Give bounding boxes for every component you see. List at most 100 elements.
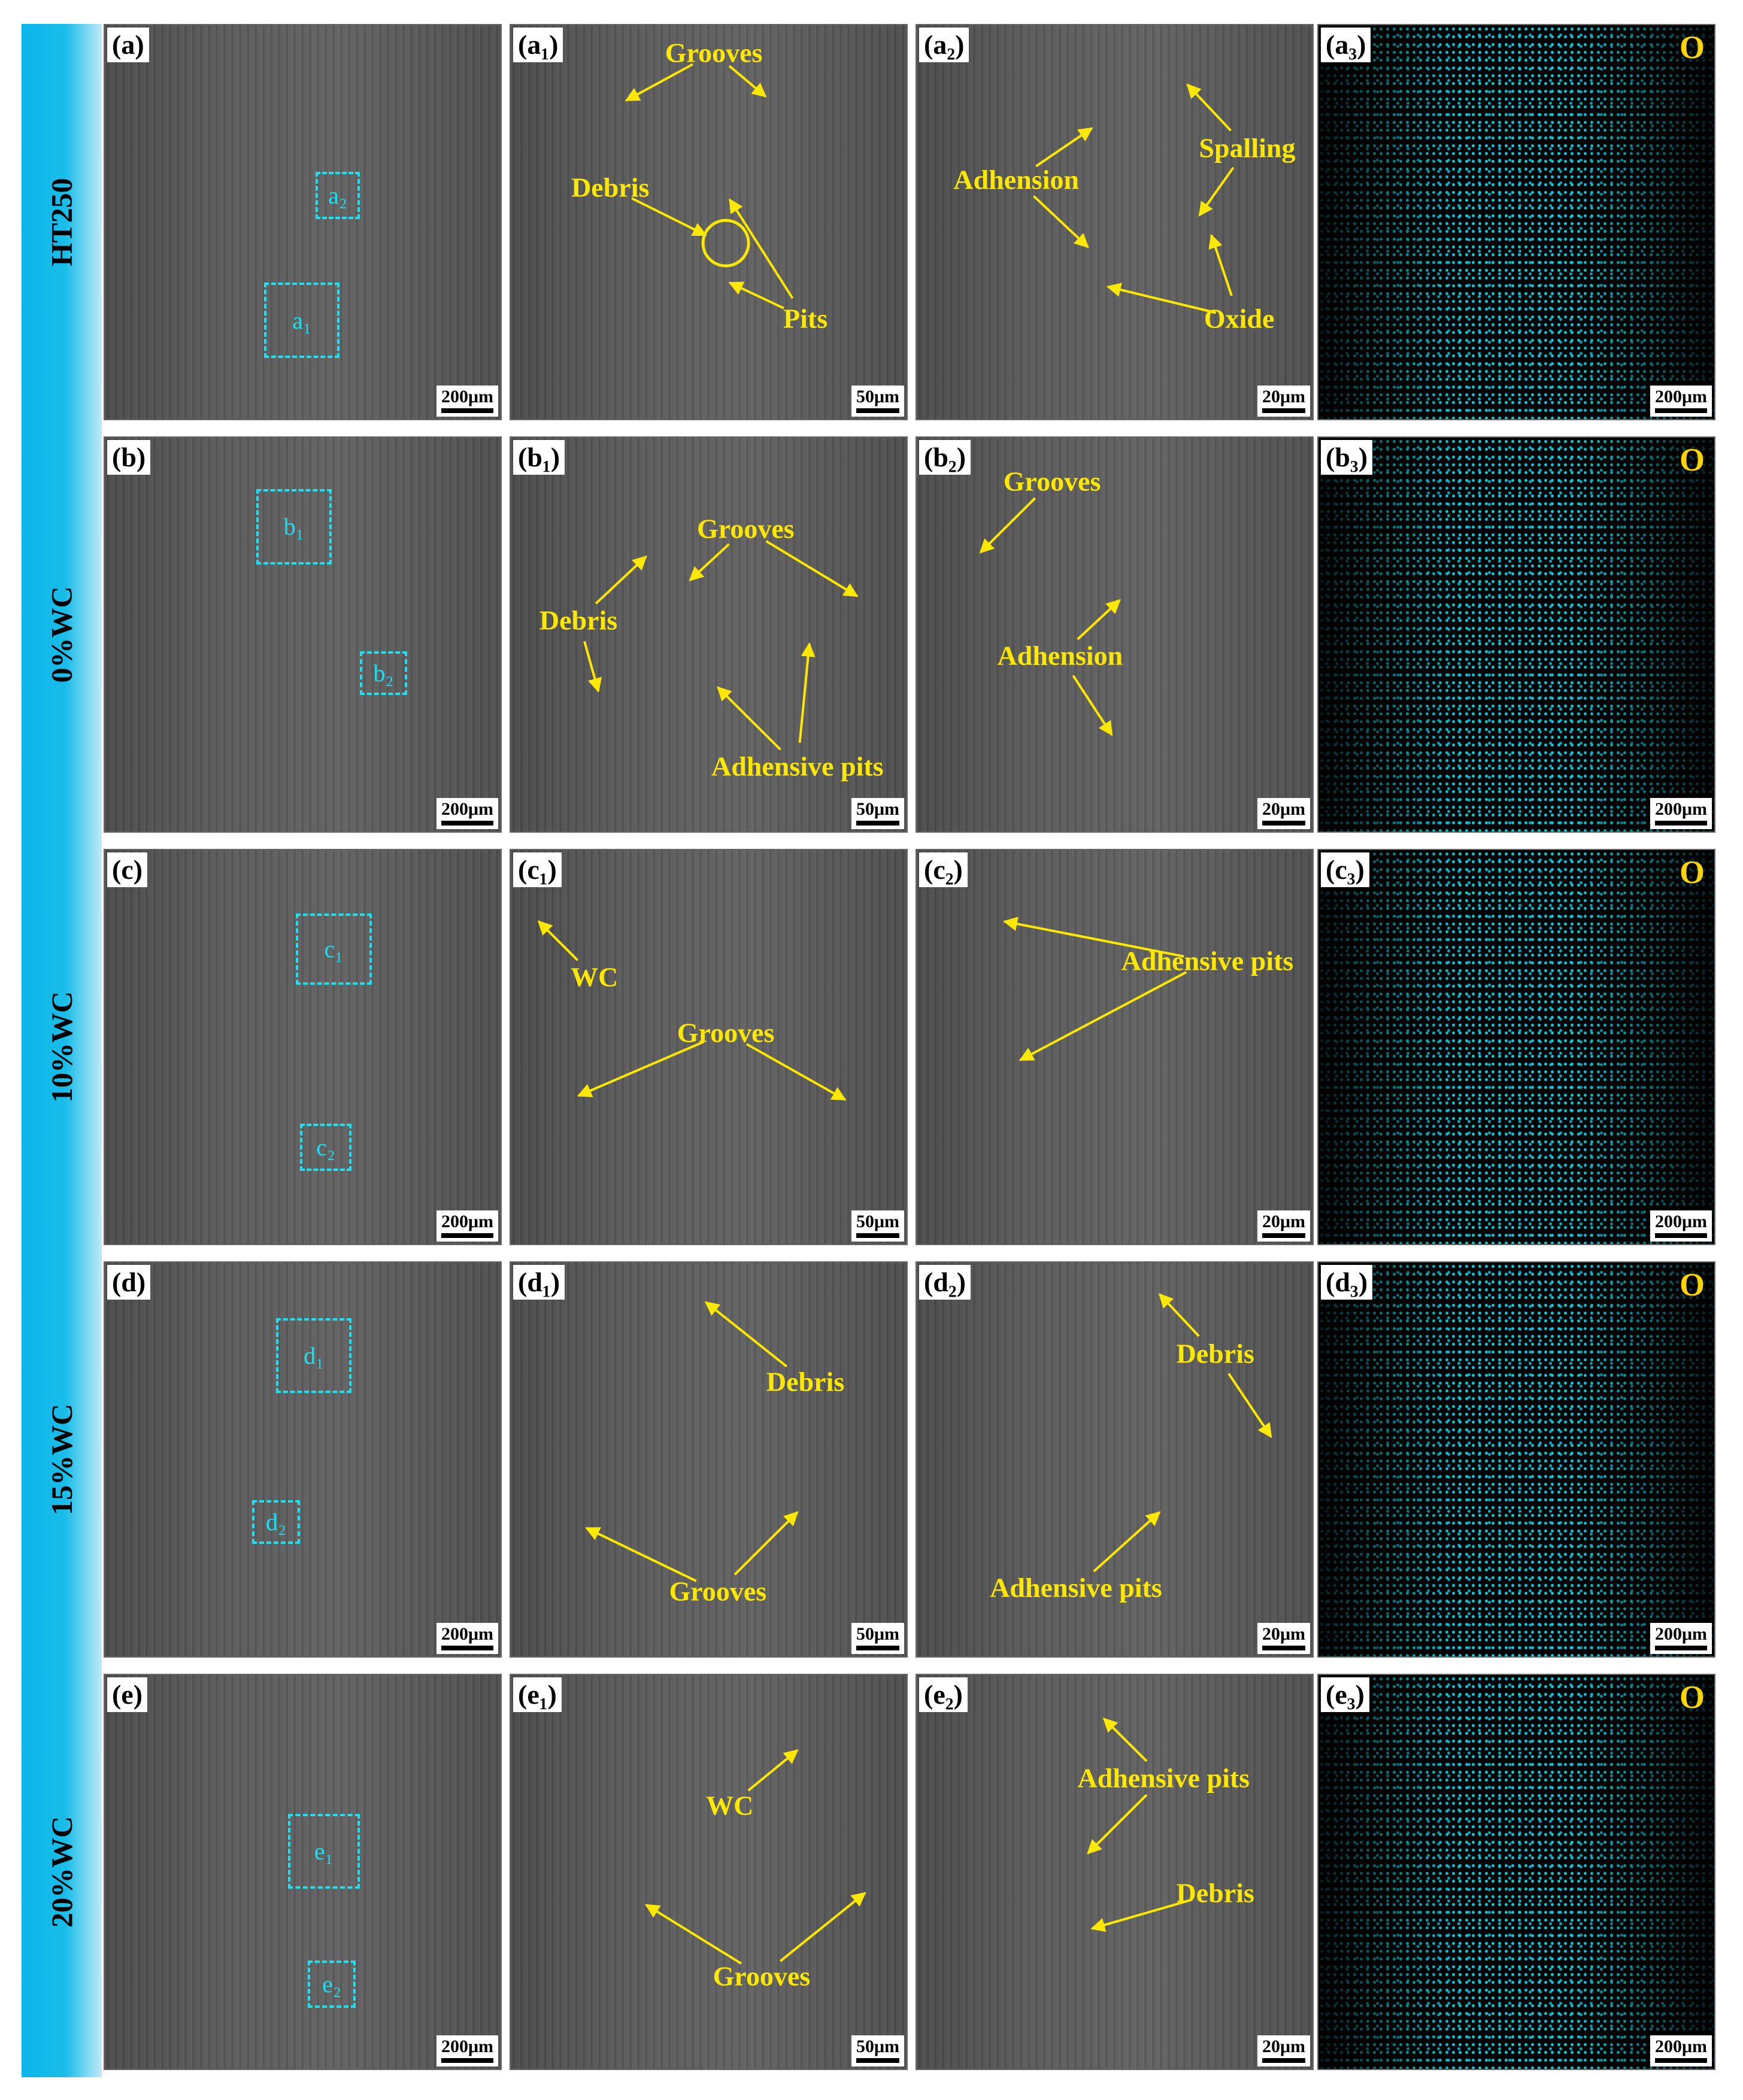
micrograph-panel: b₁ b₂ (b) 200μm <box>104 436 502 833</box>
annotation: Grooves <box>669 1576 767 1607</box>
arrow <box>747 1749 799 1792</box>
arrow <box>631 197 707 236</box>
scale-bar-line <box>856 408 899 413</box>
element-label: O <box>1679 1267 1705 1303</box>
row-label-text: 0%WC <box>45 586 79 683</box>
annotation-layer <box>645 1749 866 1965</box>
row-label: HT250 <box>22 24 102 420</box>
scale-bar-line <box>441 408 493 413</box>
micrograph-panel: Grooves Adhension (b₂) 20μm <box>916 436 1314 833</box>
annotation: Grooves <box>665 37 763 68</box>
scale-bar-text: 200μm <box>441 799 493 819</box>
annotation-layer <box>105 25 502 420</box>
annotation: Adhensive pits <box>1077 1762 1250 1794</box>
scale-bar-text: 200μm <box>441 387 493 406</box>
annotation: Debris <box>766 1366 845 1397</box>
annotation: Adhensive pits <box>990 1572 1162 1603</box>
element-label: O <box>1679 854 1705 890</box>
panel-label: (b₂) <box>919 440 971 475</box>
scale-bar-line <box>1655 2058 1707 2063</box>
scale-bar: 20μm <box>1257 798 1310 829</box>
annotation-layer <box>625 63 794 309</box>
arrow <box>798 642 816 743</box>
inset-box: d₂ <box>252 1500 300 1544</box>
row-label: 20%WC <box>22 1674 102 2070</box>
row-label-text: 15%WC <box>45 1403 79 1516</box>
inset-box: e₂ <box>308 1960 356 2008</box>
scale-bar: 200μm <box>436 2035 498 2066</box>
annotation: WC <box>571 961 619 993</box>
scale-bar-text: 200μm <box>441 1624 493 1644</box>
scale-bar-line <box>441 1646 493 1650</box>
scale-bar: 200μm <box>1650 2035 1712 2066</box>
scale-bar: 200μm <box>1650 1210 1712 1242</box>
annotation: Spalling <box>1199 132 1296 163</box>
annotation: Grooves <box>1003 466 1101 497</box>
arrow <box>1072 675 1113 736</box>
annotation-layer <box>585 1301 799 1582</box>
panel-label: (a₃) <box>1321 28 1371 62</box>
scale-bar: 200μm <box>1650 798 1712 829</box>
arrow <box>689 543 730 581</box>
scale-bar-line <box>856 1646 899 1650</box>
annotation-layer <box>105 850 502 1245</box>
panel-label: (c₂) <box>919 852 968 887</box>
arrow <box>1087 1794 1148 1855</box>
arrow <box>779 1892 866 1962</box>
arrow <box>704 1301 788 1368</box>
micrograph-panel: O (e₃) 200μm <box>1317 1674 1715 2070</box>
annotation-layer <box>1002 917 1187 1061</box>
panel-label: (c₁) <box>513 852 562 887</box>
arrow <box>1106 283 1217 314</box>
micrograph-panel: c₁ c₂ (c) 200μm <box>104 849 502 1245</box>
scale-bar-line <box>441 1233 493 1238</box>
panel-label: (d) <box>107 1265 151 1300</box>
panel-label: (e₂) <box>919 1677 968 1712</box>
annotation-layer <box>1033 83 1235 314</box>
annotation: Grooves <box>697 513 795 544</box>
micrograph-panel: Debris Grooves (d₁) 50μm <box>510 1261 908 1658</box>
arrow <box>728 281 784 309</box>
scale-bar-line <box>1262 1646 1305 1650</box>
arrow <box>1077 599 1121 641</box>
scale-bar-text: 20μm <box>1262 2037 1305 2056</box>
micrograph-panel: e₁ e₂ (e) 200μm <box>104 1674 502 2070</box>
scale-bar-line <box>1262 408 1305 413</box>
scale-bar: 50μm <box>851 1210 904 1242</box>
highlight-circle <box>701 219 750 268</box>
annotation-layer <box>1318 850 1715 1245</box>
annotation: Debris <box>1176 1877 1254 1908</box>
annotation-layer <box>1087 1717 1193 1932</box>
row-label-text: 20%WC <box>45 1816 79 1928</box>
panel-label: (c) <box>107 852 148 887</box>
scale-bar-line <box>856 821 899 826</box>
scale-bar-text: 50μm <box>856 1624 899 1644</box>
inset-box: c₁ <box>296 913 372 985</box>
arrow <box>583 641 602 693</box>
scale-bar: 20μm <box>1257 386 1310 417</box>
micrograph-panel: O (b₃) 200μm <box>1317 436 1715 833</box>
arrow <box>1227 1373 1272 1439</box>
micrograph-panel: d₁ d₂ (d) 200μm <box>104 1261 502 1658</box>
row-label: 0%WC <box>22 436 102 833</box>
micrograph-panel: Adhension Spalling Oxide (a₂) 20μm <box>916 24 1314 420</box>
micrograph-panel: Debris Adhensive pits (d₂) 20μm <box>916 1261 1314 1658</box>
annotation-layer <box>1318 438 1715 833</box>
scale-bar-text: 200μm <box>1655 2037 1707 2056</box>
annotation-layer <box>537 920 847 1101</box>
inset-box: a₂ <box>316 171 360 220</box>
scale-bar-text: 50μm <box>856 2037 899 2056</box>
panel-label: (e₃) <box>1321 1677 1369 1712</box>
scale-bar-line <box>1262 821 1305 826</box>
scale-bar-text: 20μm <box>1262 1212 1305 1231</box>
scale-bar-line <box>856 2058 899 2063</box>
panel-label: (a₂) <box>919 28 969 62</box>
arrow <box>577 1040 705 1097</box>
micrograph-panel: Grooves Debris Adhensive pits (b₁) 50μm <box>510 436 908 833</box>
arrow <box>595 555 647 605</box>
arrow <box>1186 83 1232 132</box>
arrow <box>745 1043 847 1101</box>
scale-bar-text: 20μm <box>1262 1624 1305 1644</box>
scale-bar: 200μm <box>1650 386 1712 417</box>
row-label-text: HT250 <box>45 178 78 266</box>
